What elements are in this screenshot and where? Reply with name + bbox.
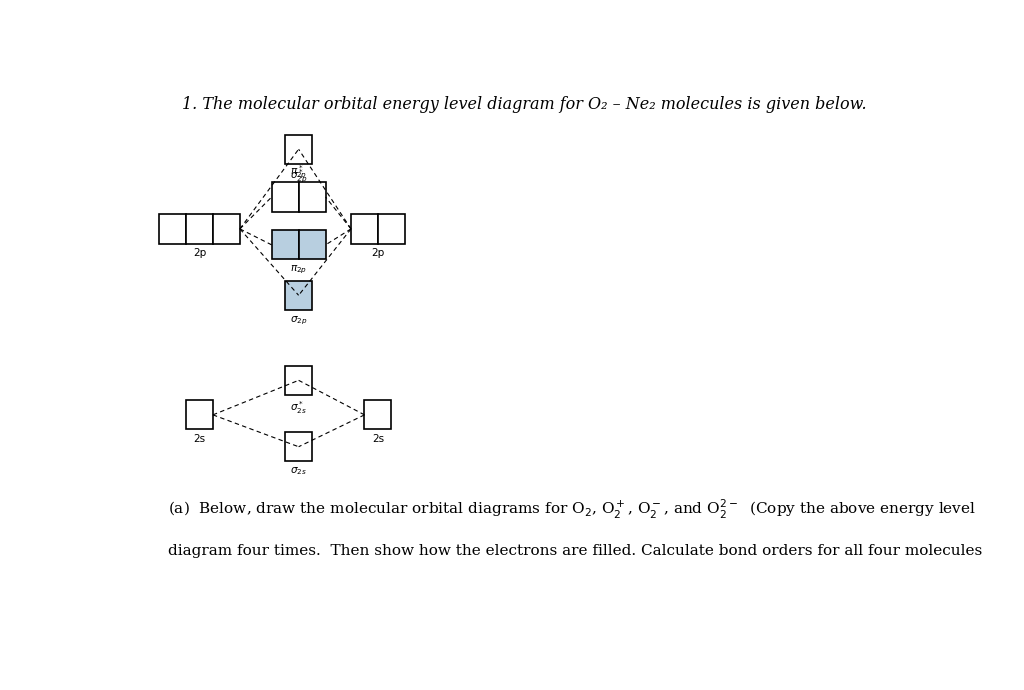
Bar [213, 215, 240, 244]
Bar [285, 135, 312, 164]
Bar [159, 215, 186, 244]
Bar [378, 215, 404, 244]
Text: 2s: 2s [194, 434, 206, 444]
Text: $\sigma^*_{2p}$: $\sigma^*_{2p}$ [290, 168, 307, 186]
Bar [285, 366, 312, 395]
Bar [285, 432, 312, 462]
Bar [186, 215, 213, 244]
Text: 2p: 2p [193, 248, 206, 258]
Bar [351, 215, 378, 244]
Bar [299, 230, 326, 259]
Text: $\sigma_{2p}$: $\sigma_{2p}$ [290, 314, 307, 326]
Text: $\sigma^*_{2s}$: $\sigma^*_{2s}$ [290, 400, 307, 416]
Text: diagram four times.  Then show how the electrons are filled. Calculate bond orde: diagram four times. Then show how the el… [168, 544, 982, 558]
Bar [271, 230, 299, 259]
Text: $\pi^*_{2p}$: $\pi^*_{2p}$ [290, 164, 307, 181]
Bar [285, 281, 312, 310]
Text: $\sigma_{2s}$: $\sigma_{2s}$ [290, 466, 307, 477]
Bar [186, 400, 213, 429]
Bar [271, 182, 299, 212]
Text: 2s: 2s [372, 434, 384, 444]
Text: 1. The molecular orbital energy level diagram for O₂ – Ne₂ molecules is given be: 1. The molecular orbital energy level di… [182, 96, 867, 113]
Text: $\pi_{2p}$: $\pi_{2p}$ [290, 264, 307, 276]
Text: 2p: 2p [372, 248, 385, 258]
Bar [299, 182, 326, 212]
Bar [365, 400, 391, 429]
Text: (a)  Below, draw the molecular orbital diagrams for O$_2$, O$_2^+$, O$_2^-$, and: (a) Below, draw the molecular orbital di… [168, 498, 976, 521]
